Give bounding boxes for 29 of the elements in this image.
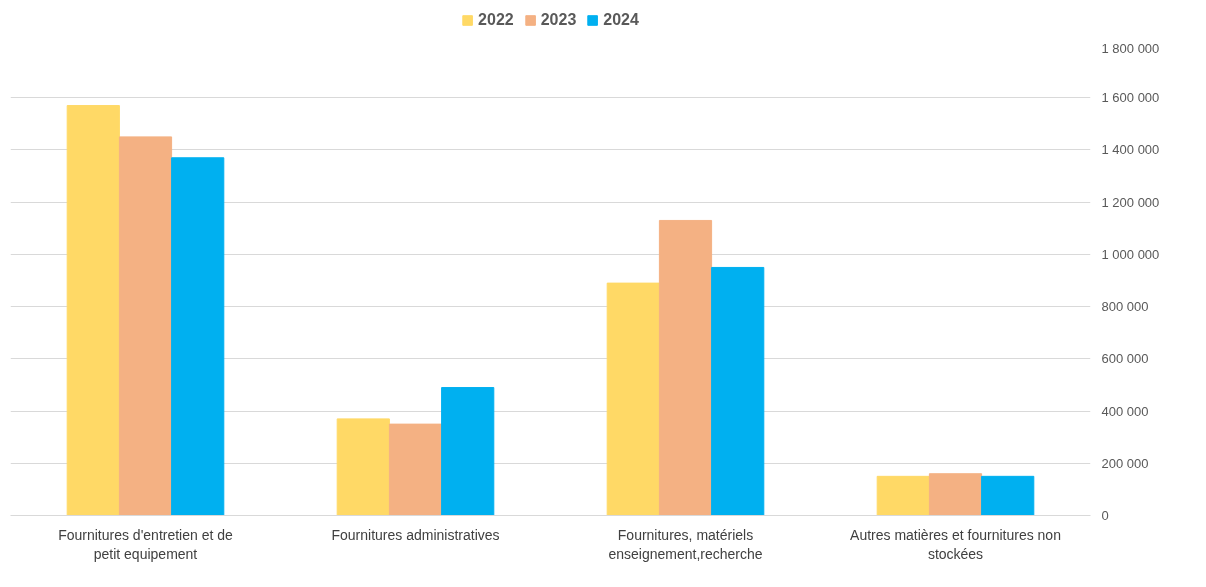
bar [711,266,765,516]
bar [118,136,173,516]
legend-label: 2024 [603,11,639,29]
bar [336,418,390,516]
y-tick-label: 0 [1101,508,1109,523]
bar [981,475,1035,516]
bar [441,387,495,516]
y-tick-label: 1 800 000 [1101,40,1160,56]
y-tick-label: 800 000 [1101,299,1149,315]
x-tick-label: Autres matières et fournitures non stockées [850,526,1061,562]
y-tick-label: 1 000 000 [1101,246,1160,262]
bar [171,157,225,516]
bar [658,219,713,516]
y-tick-label: 1 400 000 [1101,142,1160,158]
bar [66,105,120,516]
y-tick-label: 1 600 000 [1101,90,1160,106]
bar [606,282,660,516]
y-tick-label: 200 000 [1101,455,1149,471]
x-tick-label: Fournitures d'entretien et de petit equipement [58,526,234,562]
y-tick-label: 1 200 000 [1101,194,1160,210]
y-tick-label: 400 000 [1101,403,1149,419]
bar [388,423,443,516]
legend-label: 2023 [540,11,577,29]
bar [928,473,983,516]
x-tick-label: Fournitures, matériels enseignement,recherche [608,526,763,562]
bar [876,475,930,516]
x-tick-label: Fournitures administratives [331,526,500,543]
y-tick-label: 600 000 [1101,351,1149,367]
legend-label: 2022 [478,11,514,29]
